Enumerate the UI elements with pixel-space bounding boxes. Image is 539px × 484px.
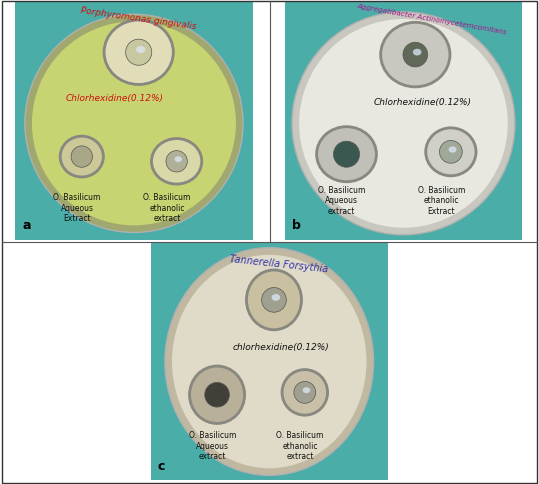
- Text: Chlorhexidine(0.12%): Chlorhexidine(0.12%): [66, 94, 164, 103]
- Text: Porphyromonas gingivalis: Porphyromonas gingivalis: [80, 6, 197, 31]
- Ellipse shape: [424, 126, 478, 177]
- Text: O. Basilicum
Aqueous
Extract: O. Basilicum Aqueous Extract: [53, 193, 101, 223]
- Ellipse shape: [427, 129, 475, 174]
- Ellipse shape: [292, 12, 515, 235]
- Ellipse shape: [318, 128, 375, 181]
- Ellipse shape: [59, 135, 105, 179]
- Ellipse shape: [294, 381, 316, 403]
- Ellipse shape: [126, 39, 152, 65]
- Ellipse shape: [136, 46, 145, 53]
- Ellipse shape: [188, 364, 246, 425]
- Ellipse shape: [382, 24, 448, 85]
- Text: Chlorhexidine(0.12%): Chlorhexidine(0.12%): [374, 98, 472, 106]
- Text: a: a: [23, 219, 31, 232]
- Ellipse shape: [448, 147, 457, 152]
- Text: O. Basilicum
Aqueous
extract: O. Basilicum Aqueous extract: [189, 431, 236, 461]
- Ellipse shape: [379, 21, 451, 88]
- Ellipse shape: [166, 151, 188, 172]
- Ellipse shape: [245, 269, 303, 331]
- Ellipse shape: [71, 146, 93, 167]
- Text: O. Basilicum
Aqueous
extract: O. Basilicum Aqueous extract: [318, 186, 365, 216]
- Ellipse shape: [150, 137, 203, 185]
- Ellipse shape: [61, 137, 102, 176]
- Text: O. Basilicum
ethanolic
extract: O. Basilicum ethanolic extract: [277, 431, 324, 461]
- Ellipse shape: [299, 19, 508, 227]
- Text: c: c: [158, 460, 165, 473]
- Text: O. Basilicum
ethanolic
Extract: O. Basilicum ethanolic Extract: [418, 186, 465, 216]
- Ellipse shape: [315, 125, 378, 183]
- Ellipse shape: [272, 294, 280, 301]
- Ellipse shape: [439, 140, 462, 163]
- Ellipse shape: [261, 287, 286, 312]
- Ellipse shape: [334, 141, 360, 167]
- Text: b: b: [292, 219, 301, 232]
- Ellipse shape: [106, 21, 172, 83]
- Text: O. Basilicum
ethanolic
extract: O. Basilicum ethanolic extract: [143, 193, 191, 223]
- Text: chlorhexidine(0.12%): chlorhexidine(0.12%): [233, 343, 329, 352]
- Ellipse shape: [248, 272, 300, 328]
- Ellipse shape: [284, 371, 326, 414]
- Ellipse shape: [165, 248, 374, 475]
- Ellipse shape: [25, 14, 243, 232]
- Text: Tannerella Forsythia: Tannerella Forsythia: [229, 254, 329, 274]
- Ellipse shape: [175, 156, 182, 162]
- Ellipse shape: [32, 21, 236, 226]
- Ellipse shape: [172, 255, 367, 469]
- Ellipse shape: [281, 368, 329, 417]
- Ellipse shape: [205, 382, 230, 407]
- Ellipse shape: [403, 42, 427, 67]
- Ellipse shape: [153, 140, 201, 182]
- Text: Aggregatibacter Actinomycetemcomitans: Aggregatibacter Actinomycetemcomitans: [356, 3, 507, 35]
- Ellipse shape: [102, 18, 175, 86]
- Ellipse shape: [302, 387, 310, 393]
- Ellipse shape: [413, 49, 421, 56]
- Ellipse shape: [191, 367, 243, 422]
